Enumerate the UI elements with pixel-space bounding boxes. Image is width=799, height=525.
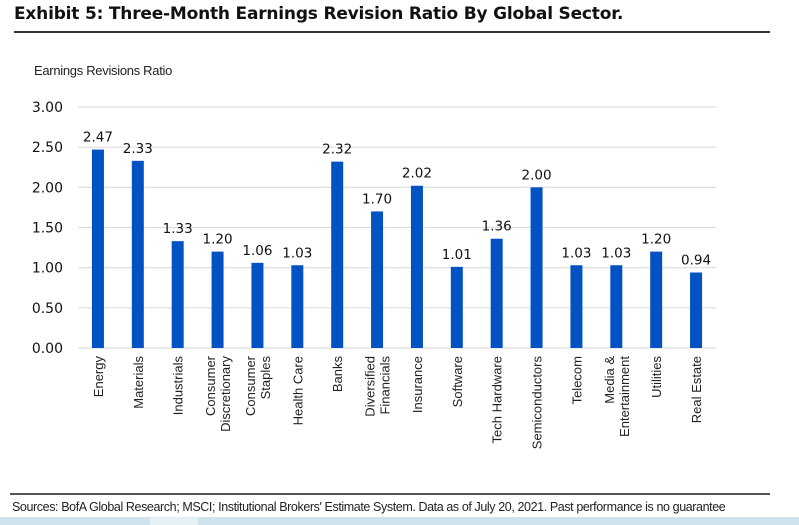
value-label: 2.00 [522,167,552,183]
y-axis-ticks: 0.00 0.50 1.00 1.50 2.00 2.50 3.00 [32,100,63,357]
footer-divider [10,493,770,495]
x-axis-labels: Energy Materials Industrials Consumer Discre… [91,355,704,449]
page-bottom-strip [0,517,799,525]
value-label: 1.36 [482,219,512,235]
value-label: 2.33 [123,141,153,157]
bar [251,262,264,348]
y-tick-label: 2.50 [32,140,63,156]
bars [91,149,703,348]
x-tick-label-line: Semiconductors [530,356,545,450]
x-tick-label-line: Telecom [569,356,584,404]
x-tick-label-line: Energy [91,356,106,398]
x-tick-label-line: Entertainment [617,356,632,437]
x-tick-label-line: Insurance [410,356,425,413]
x-tick-label: Tech Hardware [490,356,505,443]
x-tick-label-line: Real Estate [689,356,704,423]
x-tick-label: Materials [131,356,146,409]
bar [610,265,623,348]
x-tick-label: Health Care [290,356,305,425]
y-tick-label: 0.50 [32,301,63,317]
bar [690,272,703,348]
bar [171,241,184,348]
bar [410,185,423,348]
bar [650,251,663,348]
x-tick-label: Energy [91,356,106,398]
x-tick-label: Diversified Financials [363,356,393,417]
x-tick-label-line: Utilities [649,356,664,398]
x-tick-label-line: Consumer [243,355,258,416]
x-tick-label: Telecom [569,356,584,404]
value-label: 1.20 [203,232,233,248]
bar [490,238,503,348]
value-label: 2.47 [83,130,113,146]
x-tick-label-line: Diversified [363,356,378,417]
bar [211,251,224,348]
x-tick-label-line: Tech Hardware [490,356,505,443]
x-tick-label: Semiconductors [530,356,545,450]
value-label: 1.03 [601,245,631,261]
value-label: 1.70 [362,191,392,207]
y-axis-label: Earnings Revisions Ratio [34,63,173,78]
x-tick-label: Consumer Staples [243,355,273,416]
x-tick-label: Banks [330,356,345,393]
value-label: 1.20 [641,232,671,248]
title-divider [14,31,770,33]
value-label: 1.03 [561,245,591,261]
x-tick-label-line: Consumer [203,355,218,416]
x-tick-label: Industrials [171,356,186,416]
x-tick-label-line: Health Care [290,356,305,425]
y-tick-label: 1.00 [32,261,63,277]
x-tick-label: Software [450,356,465,407]
bar [450,266,463,348]
y-tick-label: 3.00 [32,100,63,116]
y-tick-label: 1.50 [32,221,63,237]
value-labels: 2.47 2.33 1.33 1.20 1.06 1.03 2.32 1.70 2.02 1.01… [83,130,711,269]
x-tick-label-line: Media & [602,356,617,404]
bar [530,187,543,348]
value-label: 1.33 [163,221,193,237]
value-label: 1.03 [282,245,312,261]
y-tick-label: 0.00 [32,341,63,357]
bar [91,149,104,348]
x-tick-label: Real Estate [689,356,704,423]
x-tick-label: Media & Entertainment [602,356,632,437]
x-tick-label-line: Materials [131,356,146,409]
bar [371,211,384,348]
value-label: 2.02 [402,166,432,182]
bar [131,160,144,348]
y-tick-label: 2.00 [32,180,63,196]
bar-chart: 0.00 0.50 1.00 1.50 2.00 2.50 3.00 2.47 2.33 1.3… [32,100,716,449]
value-label: 1.06 [242,243,272,259]
x-tick-label-line: Financials [378,356,393,415]
x-tick-label-line: Staples [258,356,273,400]
bar [331,161,344,348]
x-tick-label: Consumer Discretionary [203,355,233,432]
x-tick-label-line: Discretionary [218,356,233,432]
source-note: Sources: BofA Global Research; MSCI; Ins… [12,500,726,514]
gridlines [78,106,716,349]
x-tick-label-line: Software [450,356,465,407]
x-tick-label-line: Banks [330,356,345,393]
bar [570,265,583,348]
value-label: 1.01 [442,247,472,263]
value-label: 2.32 [322,142,352,158]
value-label: 0.94 [681,252,711,268]
x-tick-label: Insurance [410,356,425,413]
exhibit-title: Exhibit 5: Three-Month Earnings Revision… [14,4,624,24]
x-tick-label: Utilities [649,356,664,398]
bar [291,265,304,348]
x-tick-label-line: Industrials [171,356,186,416]
